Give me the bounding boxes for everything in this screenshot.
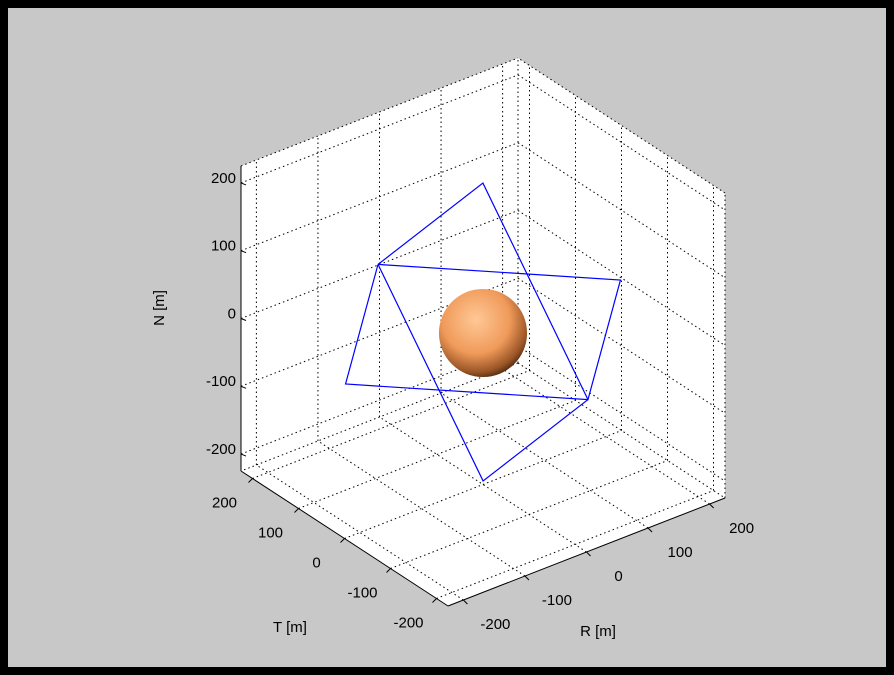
z-axis-label: N [m] [151, 290, 168, 326]
y-axis-label: T [m] [273, 619, 307, 636]
z-tick-label: -200 [206, 441, 236, 458]
figure-window: R [m] T [m] N [m] -200 -100 0 100 200 -200 -10… [0, 0, 894, 675]
y-tick-label: -200 [393, 614, 423, 631]
y-tick [295, 509, 299, 513]
x-tick-label: -100 [542, 592, 572, 609]
z-tick-label: 100 [211, 238, 236, 255]
x-tick [587, 552, 591, 556]
x-tick-label: 0 [614, 568, 622, 585]
x-axis-label: R [m] [580, 623, 616, 640]
x-tick-label: 100 [668, 544, 693, 561]
x-tick [648, 528, 652, 532]
chart: R [m] T [m] N [m] -200 -100 0 100 200 -200 -10… [0, 0, 894, 675]
y-tick [341, 539, 345, 543]
z-tick-label: 200 [211, 170, 236, 187]
z-tick-label: 0 [228, 305, 236, 322]
x-tick-label: -200 [480, 616, 510, 633]
y-tick-label: 200 [212, 494, 237, 511]
y-tick [249, 479, 253, 483]
y-tick [433, 599, 437, 603]
y-tick-label: -100 [347, 584, 377, 601]
x-tick [525, 576, 529, 580]
y-tick-label: 100 [258, 524, 283, 541]
z-tick-label: -100 [206, 373, 236, 390]
x-tick [463, 600, 467, 604]
x-tick [710, 504, 714, 508]
x-tick-label: 200 [729, 520, 754, 537]
sphere [439, 289, 527, 377]
y-tick [387, 569, 391, 573]
y-tick-label: 0 [312, 554, 320, 571]
